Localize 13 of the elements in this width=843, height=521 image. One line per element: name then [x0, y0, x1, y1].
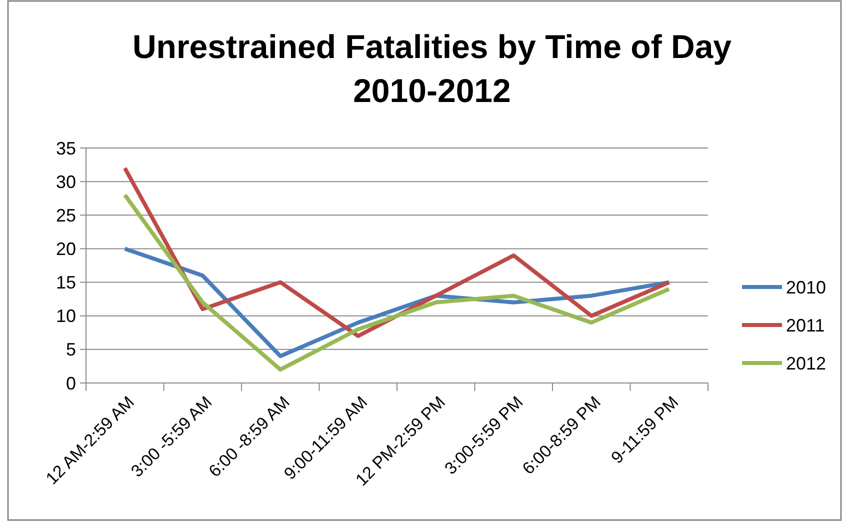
- y-tick-label: 5: [66, 340, 76, 360]
- y-tick-label: 15: [56, 272, 76, 293]
- y-tick-label: 20: [56, 239, 76, 260]
- y-tick-label: 0: [66, 373, 76, 394]
- y-tick-label: 30: [56, 172, 76, 192]
- legend-label: 2012: [786, 353, 826, 374]
- y-tick-label: 35: [56, 138, 76, 158]
- chart-title: Unrestrained Fatalities by Time of Day 2010-2012: [132, 28, 732, 109]
- y-tick-label: 25: [56, 205, 76, 226]
- legend-label: 2011: [786, 315, 825, 336]
- line-series: [122, 193, 672, 372]
- legend-label: 2010: [786, 277, 826, 298]
- y-tick-label: 10: [56, 306, 76, 326]
